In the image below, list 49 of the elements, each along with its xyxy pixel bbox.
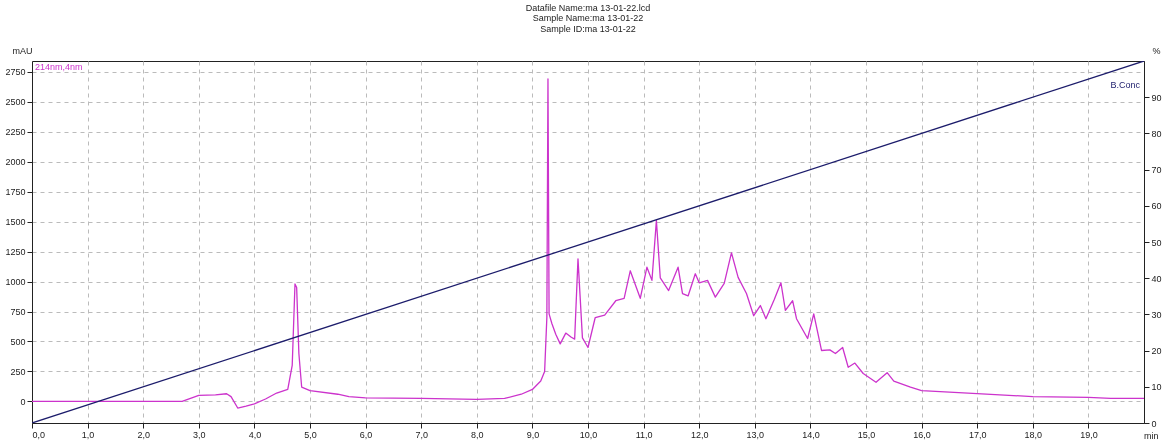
y2-tick-label: 90 bbox=[1151, 92, 1162, 103]
x-tick-label: 11,0 bbox=[635, 429, 653, 440]
x-tick-label: 0,0 bbox=[32, 429, 46, 440]
y-axis-title: mAU bbox=[12, 45, 33, 56]
y2-tick-label: 60 bbox=[1151, 201, 1162, 212]
x-tick-label: 16,0 bbox=[913, 429, 931, 440]
x-tick-label: 19,0 bbox=[1080, 429, 1098, 440]
x-axis-title: min bbox=[1143, 430, 1159, 441]
chart-title: Datafile Name:ma 13-01-22.lcd bbox=[525, 3, 651, 13]
text: 214nm,4nm bbox=[35, 62, 83, 72]
y-tick-label: 500 bbox=[10, 336, 26, 347]
y-tick-label: 1000 bbox=[5, 277, 26, 288]
y-tick-label: 0 bbox=[20, 396, 26, 407]
y-tick-label: 2000 bbox=[5, 157, 26, 168]
x-tick-label: 1,0 bbox=[81, 429, 95, 440]
y2-tick-label: 30 bbox=[1151, 309, 1162, 320]
x-tick-label: 9,0 bbox=[526, 429, 540, 440]
y-tick-label: 1750 bbox=[5, 187, 26, 198]
y2-axis-title: % bbox=[1152, 45, 1161, 56]
x-tick-label: 13,0 bbox=[746, 429, 765, 440]
x-tick-label: 18,0 bbox=[1024, 429, 1043, 440]
x-tick-label: 2,0 bbox=[137, 429, 150, 440]
x-tick-label: 8,0 bbox=[471, 429, 484, 440]
y2-tick-label: 20 bbox=[1151, 346, 1162, 357]
x-tick-label: 17,0 bbox=[968, 429, 987, 440]
x-tick-label: 15,0 bbox=[857, 429, 876, 440]
y-tick-label: 2250 bbox=[5, 127, 26, 138]
y2-tick-label: 10 bbox=[1151, 382, 1162, 393]
x-tick-label: 3,0 bbox=[193, 429, 206, 440]
y-tick-label: 2500 bbox=[5, 97, 26, 108]
x-tick-label: 7,0 bbox=[415, 429, 428, 440]
x-tick-label: 14,0 bbox=[802, 429, 820, 440]
y2-tick-label: 70 bbox=[1151, 165, 1162, 176]
y2-tick-label: 0 bbox=[1151, 418, 1157, 429]
x-tick-label: 4,0 bbox=[248, 429, 262, 440]
series-label: B.Conc bbox=[1110, 80, 1141, 90]
chart-subtitle: Sample Name:ma 13-01-22 Sample ID:ma 13-01-22 bbox=[532, 13, 644, 34]
x-tick-label: 12,0 bbox=[690, 429, 709, 440]
y2-tick-label: 40 bbox=[1151, 273, 1162, 284]
y-tick-label: 750 bbox=[10, 307, 26, 318]
x-tick-label: 6,0 bbox=[359, 429, 373, 440]
y2-tick-label: 80 bbox=[1151, 128, 1162, 139]
y-tick-label: 1500 bbox=[5, 217, 26, 228]
y-tick-label: 250 bbox=[10, 366, 26, 377]
x-tick-label: 10,0 bbox=[579, 429, 598, 440]
y2-tick-label: 50 bbox=[1151, 237, 1162, 248]
y-tick-label: 2750 bbox=[5, 67, 26, 78]
y-tick-label: 1250 bbox=[5, 247, 26, 258]
x-tick-label: 5,0 bbox=[304, 429, 317, 440]
